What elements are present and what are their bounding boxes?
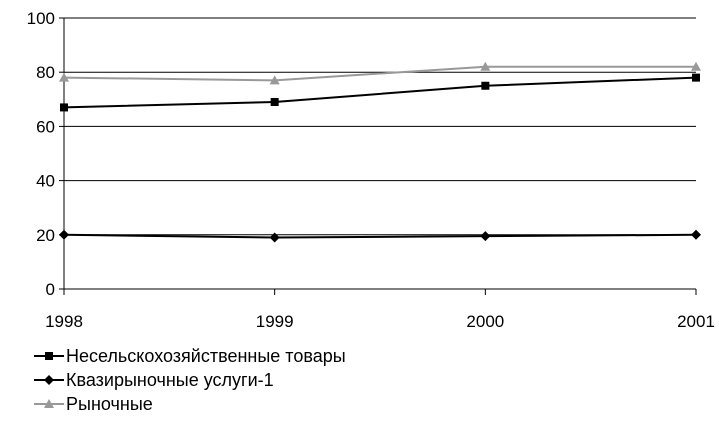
data-point-1: [480, 231, 491, 242]
x-tick-label: 1999: [256, 312, 294, 331]
tick-labels: 0 20 40 60 80 100 1998 1999 2000 2001: [27, 9, 715, 331]
y-tick-label: 0: [46, 280, 55, 299]
data-point-2: [59, 72, 69, 82]
series-line-2: [63, 65, 696, 82]
data-point-0: [692, 73, 700, 82]
series-line-0: [63, 76, 697, 109]
legend-marker: [44, 375, 54, 385]
legend-swatch: [34, 352, 64, 360]
data-point-1: [691, 229, 701, 240]
data-point-0: [481, 81, 490, 90]
legend-swatch: [34, 375, 64, 385]
y-tick-label: 60: [36, 117, 55, 136]
line-chart: 0 20 40 60 80 100 1998 1999 2000 2001: [27, 9, 715, 331]
legend-label: Рыночные: [66, 394, 153, 414]
x-tick-label: 1998: [45, 312, 83, 331]
series-layer: [59, 61, 701, 243]
x-tick-label: 2001: [677, 312, 715, 331]
x-tick-label: 2000: [466, 312, 504, 331]
legend-swatch: [34, 399, 64, 408]
y-tick-label: 40: [36, 172, 55, 191]
data-point-1: [59, 229, 69, 240]
data-point-2: [269, 75, 280, 85]
legend-item: Несельскохозяйственные товары: [32, 344, 346, 368]
y-tick-label: 100: [27, 9, 55, 28]
legend-label: Несельскохозяйственные товары: [66, 346, 346, 366]
data-point-0: [270, 98, 279, 107]
legend-marker: [45, 352, 53, 360]
gridlines: [64, 17, 696, 236]
legend-marker: [44, 399, 54, 408]
legend-item: Рыночные: [32, 392, 346, 416]
axes: [59, 17, 697, 295]
y-tick-label: 20: [36, 226, 55, 245]
data-point-2: [691, 61, 701, 71]
y-tick-label: 80: [36, 63, 55, 82]
legend: Несельскохозяйственные товары Квазирыночн…: [32, 344, 346, 416]
series-line-1: [63, 233, 697, 239]
data-point-2: [480, 61, 491, 71]
legend-label: Квазирыночные услуги-1: [66, 370, 274, 390]
legend-item: Квазирыночные услуги-1: [32, 368, 346, 392]
data-point-1: [269, 232, 280, 243]
data-point-0: [60, 103, 68, 112]
